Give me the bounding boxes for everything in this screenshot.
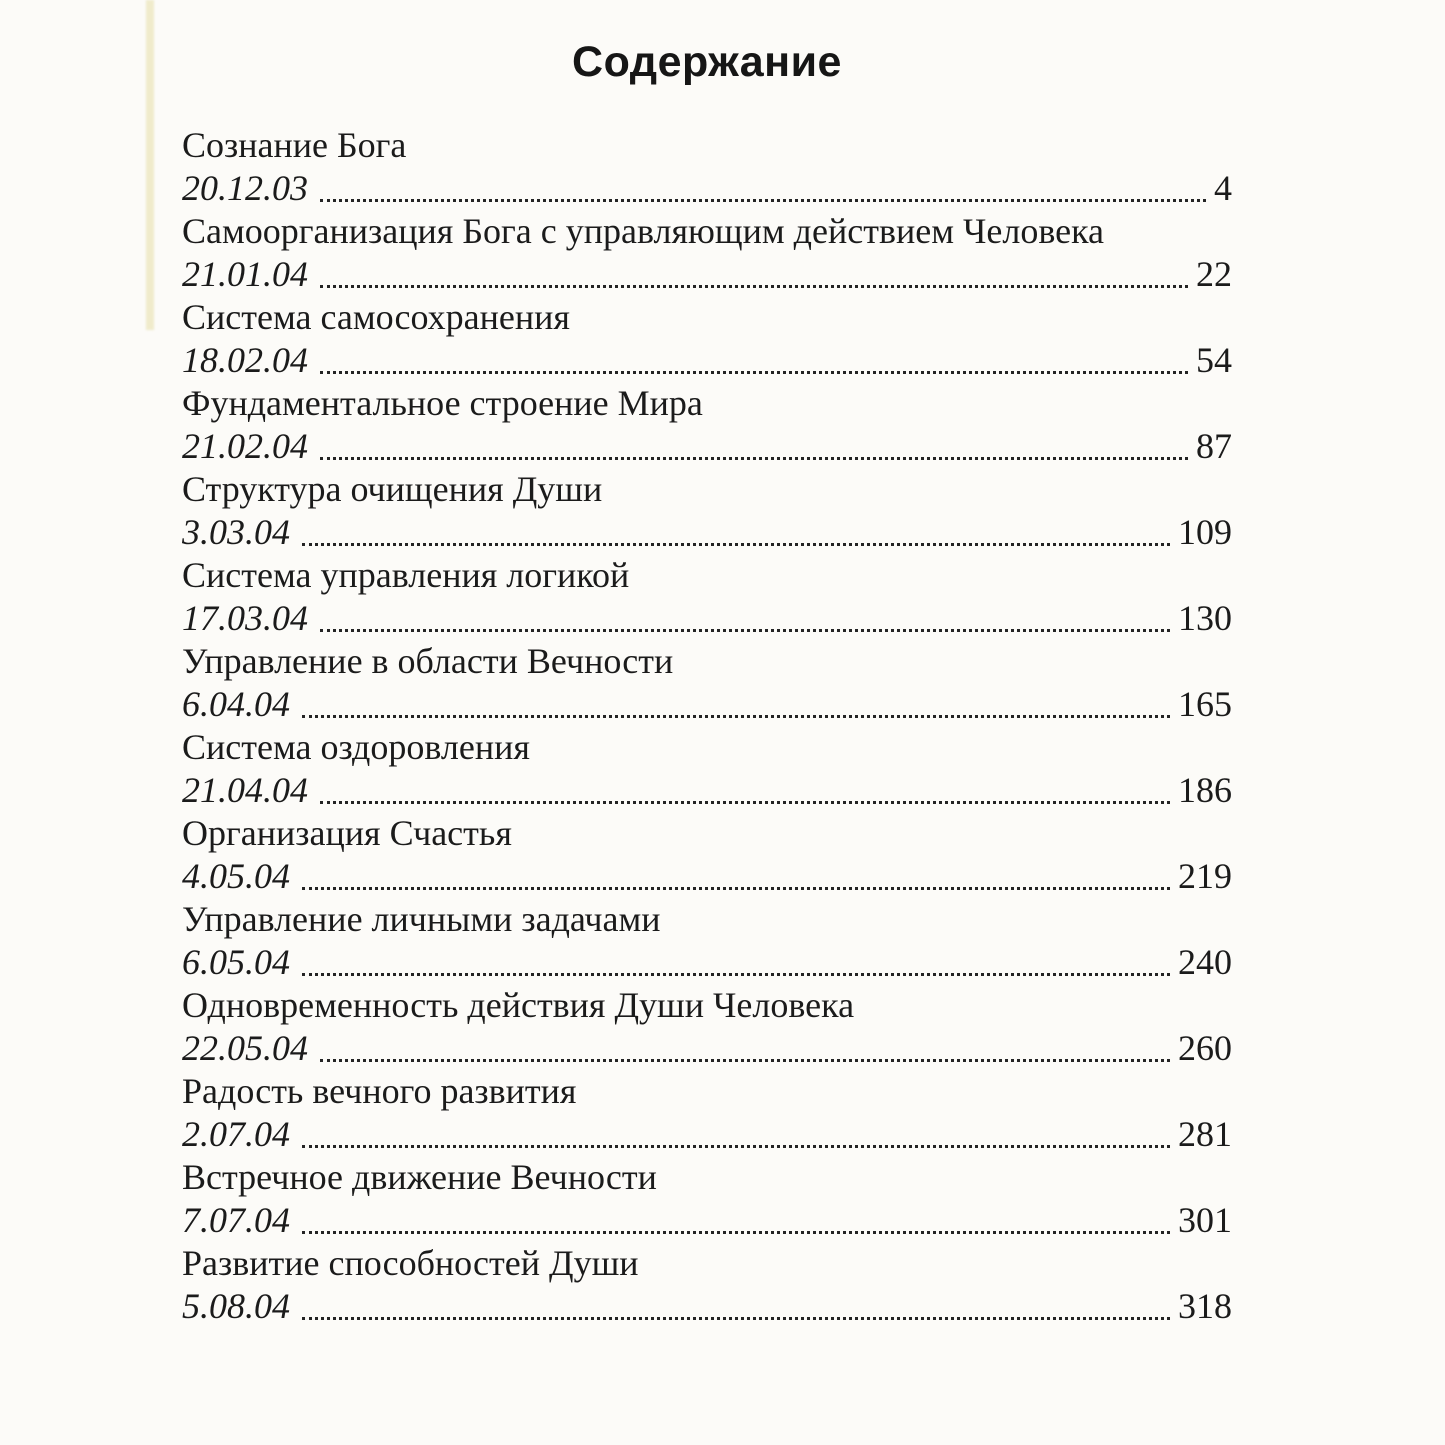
- toc-entry: Развитие способностей Души 5.08.04 318: [182, 1242, 1232, 1328]
- toc-entry: Система управления логикой 17.03.04 130: [182, 554, 1232, 640]
- toc-entry-line: 4.05.04 219: [182, 855, 1232, 898]
- toc-entry-date: 22.05.04: [182, 1028, 308, 1068]
- toc-entry-line: 5.08.04 318: [182, 1285, 1232, 1328]
- toc-entry-line: 18.02.04 54: [182, 339, 1232, 382]
- toc-entry-date: 21.04.04: [182, 770, 308, 810]
- toc-entry-date: 5.08.04: [182, 1286, 290, 1326]
- toc-entry-date: 7.07.04: [182, 1200, 290, 1240]
- dot-leader: [290, 1199, 1178, 1242]
- dot-leader: [290, 683, 1178, 726]
- toc-entry-date: 17.03.04: [182, 598, 308, 638]
- toc-entry-page-number: 130: [1178, 598, 1232, 638]
- dot-leader: [290, 511, 1178, 554]
- toc-entry-page-number: 87: [1196, 426, 1232, 466]
- toc-entry-date: 2.07.04: [182, 1114, 290, 1154]
- toc-entry-title: Встречное движение Вечности: [182, 1157, 657, 1197]
- scan-edge-artifact: [146, 0, 154, 330]
- toc-entry: Организация Счастья 4.05.04 219: [182, 812, 1232, 898]
- toc-entry-page-number: 165: [1178, 684, 1232, 724]
- toc-entry-date: 18.02.04: [182, 340, 308, 380]
- page-title: Содержание: [572, 38, 842, 86]
- toc-entry: Система оздоровления 21.04.04 186: [182, 726, 1232, 812]
- toc-entry-page-number: 281: [1178, 1114, 1232, 1154]
- toc-entry-title: Система управления логикой: [182, 555, 630, 595]
- toc-entry-page-number: 260: [1178, 1028, 1232, 1068]
- toc-entry-title: Сознание Бога: [182, 125, 407, 165]
- toc-entry-line: 2.07.04 281: [182, 1113, 1232, 1156]
- dot-leader: [290, 1285, 1178, 1328]
- toc-entry: Структура очищения Души 3.03.04 109: [182, 468, 1232, 554]
- toc-entry: Управление личными задачами 6.05.04 240: [182, 898, 1232, 984]
- toc-entry: Радость вечного развития 2.07.04 281: [182, 1070, 1232, 1156]
- toc-entry-title: Структура очищения Души: [182, 469, 603, 509]
- toc-entry-line: 21.02.04 87: [182, 425, 1232, 468]
- toc-entry-page-number: 219: [1178, 856, 1232, 896]
- toc-entry-date: 4.05.04: [182, 856, 290, 896]
- toc-entry-page-number: 54: [1196, 340, 1232, 380]
- toc-entry-title: Организация Счастья: [182, 813, 512, 853]
- toc-entry: Встречное движение Вечности 7.07.04 301: [182, 1156, 1232, 1242]
- toc-entry-line: 21.01.04 22: [182, 253, 1232, 296]
- toc-entry-page-number: 186: [1178, 770, 1232, 810]
- toc-entry-page-number: 22: [1196, 254, 1232, 294]
- toc-entry: Одновременность действия Души Человека 2…: [182, 984, 1232, 1070]
- toc-entry-title: Самоорганизация Бога с управляющим дейст…: [182, 211, 1105, 251]
- toc-entry-date: 20.12.03: [182, 168, 308, 208]
- toc-entry-date: 21.02.04: [182, 426, 308, 466]
- toc-entry-line: 17.03.04 130: [182, 597, 1232, 640]
- toc-entry-title: Радость вечного развития: [182, 1071, 577, 1111]
- toc-entry: Сознание Бога 20.12.03 4: [182, 124, 1232, 210]
- toc-entry-date: 21.01.04: [182, 254, 308, 294]
- toc-entry: Фундаментальное строение Мира 21.02.04 8…: [182, 382, 1232, 468]
- toc-entry-date: 3.03.04: [182, 512, 290, 552]
- toc-entry-line: 20.12.03 4: [182, 167, 1232, 210]
- toc-entry-page-number: 318: [1178, 1286, 1232, 1326]
- dot-leader: [308, 1027, 1178, 1070]
- toc-entry-page-number: 301: [1178, 1200, 1232, 1240]
- toc-entry-title: Одновременность действия Души Человека: [182, 985, 855, 1025]
- dot-leader: [290, 1113, 1178, 1156]
- toc-entry-page-number: 4: [1214, 168, 1232, 208]
- toc-entry-date: 6.05.04: [182, 942, 290, 982]
- toc-entry-title: Управление личными задачами: [182, 899, 661, 939]
- toc-entry-title: Управление в области Вечности: [182, 641, 674, 681]
- toc-entry-title: Система самосохранения: [182, 297, 570, 337]
- dot-leader: [308, 253, 1196, 296]
- toc-entry-line: 3.03.04 109: [182, 511, 1232, 554]
- dot-leader: [290, 941, 1178, 984]
- toc-entry-line: 7.07.04 301: [182, 1199, 1232, 1242]
- toc-entry: Управление в области Вечности 6.04.04 16…: [182, 640, 1232, 726]
- toc-entry: Система самосохранения 18.02.04 54: [182, 296, 1232, 382]
- toc-entry-line: 6.04.04 165: [182, 683, 1232, 726]
- toc-entry-title: Фундаментальное строение Мира: [182, 383, 703, 423]
- toc-entry-line: 6.05.04 240: [182, 941, 1232, 984]
- dot-leader: [290, 855, 1178, 898]
- toc-entry-page-number: 240: [1178, 942, 1232, 982]
- dot-leader: [308, 167, 1214, 210]
- toc-entry-title: Система оздоровления: [182, 727, 530, 767]
- toc-entry-date: 6.04.04: [182, 684, 290, 724]
- dot-leader: [308, 597, 1178, 640]
- dot-leader: [308, 425, 1196, 468]
- toc-entry-title: Развитие способностей Души: [182, 1243, 639, 1283]
- dot-leader: [308, 339, 1196, 382]
- toc-entry-page-number: 109: [1178, 512, 1232, 552]
- dot-leader: [308, 769, 1178, 812]
- toc-entry-line: 21.04.04 186: [182, 769, 1232, 812]
- toc-entry: Самоорганизация Бога с управляющим дейст…: [182, 210, 1232, 296]
- table-of-contents: Сознание Бога 20.12.03 4 Самоорганизация…: [182, 124, 1232, 1328]
- toc-entry-line: 22.05.04 260: [182, 1027, 1232, 1070]
